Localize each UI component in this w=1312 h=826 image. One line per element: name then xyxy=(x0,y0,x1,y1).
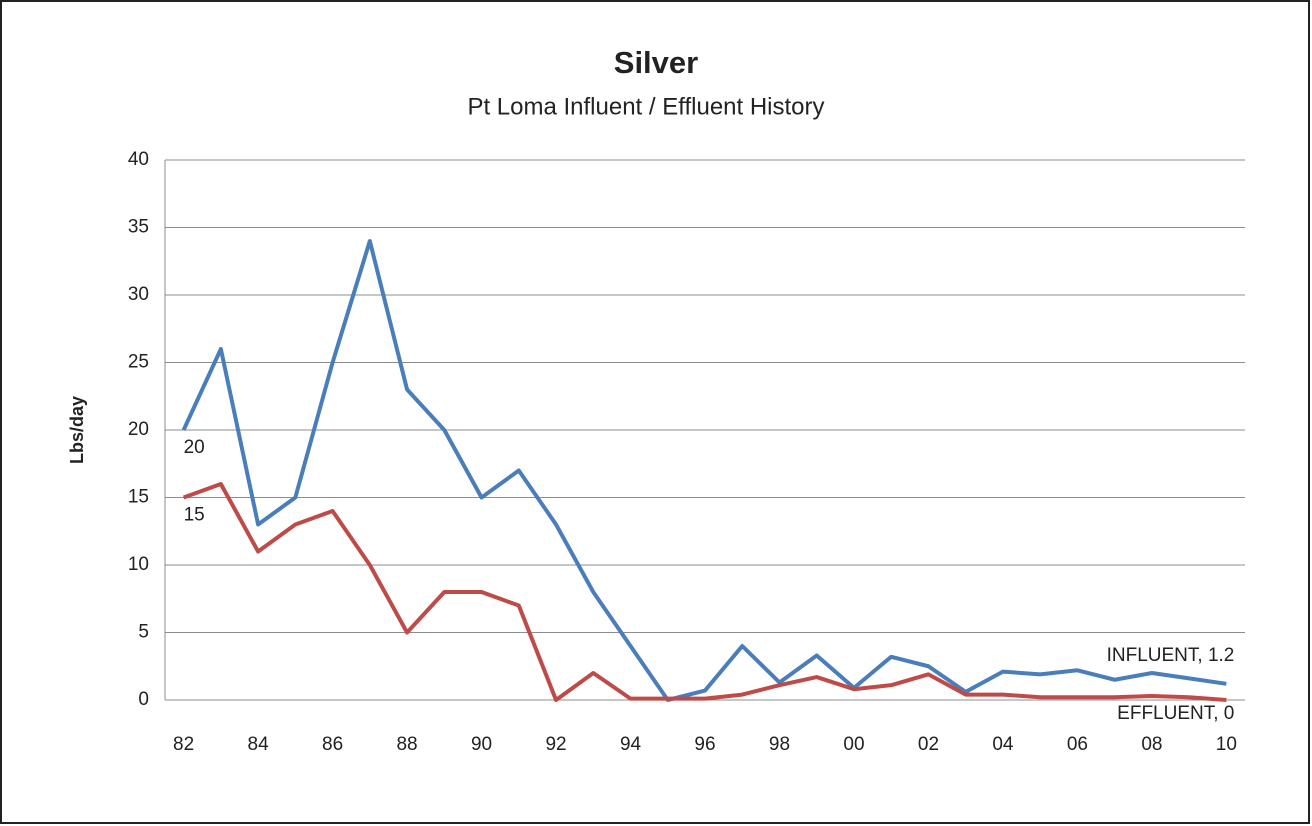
series-line xyxy=(181,239,1227,702)
x-tick-label: 94 xyxy=(620,734,642,755)
x-tick-label: 00 xyxy=(843,734,864,755)
data-label: 15 xyxy=(184,505,205,526)
y-tick-label: 35 xyxy=(128,217,149,238)
y-tick-label: 10 xyxy=(128,554,149,575)
x-tick-label: 86 xyxy=(322,734,343,755)
x-tick-label: 98 xyxy=(769,734,790,755)
y-tick-label: 0 xyxy=(138,689,149,710)
x-tick-label: 08 xyxy=(1141,734,1162,755)
y-tick-label: 15 xyxy=(128,487,149,508)
chart-subtitle: Pt Loma Influent / Effluent History xyxy=(467,93,824,120)
series-line xyxy=(182,482,1227,702)
y-tick-label: 20 xyxy=(128,419,149,440)
data-label: INFLUENT, 1.2 xyxy=(1107,645,1235,666)
x-tick-label: 92 xyxy=(545,734,566,755)
x-tick-label: 84 xyxy=(248,734,270,755)
x-tick-label: 96 xyxy=(694,734,715,755)
x-tick-label: 10 xyxy=(1216,734,1237,755)
chart-title: Silver xyxy=(614,45,698,80)
data-label: 20 xyxy=(184,437,205,458)
x-tick-label: 90 xyxy=(471,734,492,755)
x-tick-label: 04 xyxy=(992,734,1014,755)
x-tick-label: 02 xyxy=(918,734,939,755)
y-axis-label: Lbs/day xyxy=(67,396,87,464)
y-tick-label: 5 xyxy=(138,622,149,643)
y-tick-label: 25 xyxy=(128,352,149,373)
y-tick-label: 40 xyxy=(128,149,149,170)
data-label: EFFLUENT, 0 xyxy=(1117,703,1234,724)
x-tick-label: 06 xyxy=(1067,734,1088,755)
y-tick-label: 30 xyxy=(128,284,149,305)
x-tick-label: 88 xyxy=(396,734,417,755)
x-tick-label: 82 xyxy=(173,734,194,755)
